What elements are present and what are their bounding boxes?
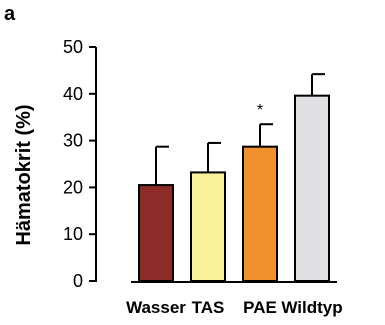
bar [242, 145, 278, 282]
y-tick-label: 20 [63, 177, 83, 197]
y-tick-label: 10 [63, 224, 83, 244]
bar [190, 171, 226, 282]
x-tick-label: TAS [192, 298, 225, 317]
y-tick-label: 50 [63, 37, 83, 57]
x-tick-label: PAE [243, 298, 277, 317]
significance-marker: * [257, 102, 263, 119]
panel-label: a [4, 3, 16, 25]
category-labels: Wasser TAS PAE Wildtyp [126, 298, 343, 317]
bars: * [138, 73, 330, 282]
bar [138, 184, 174, 282]
bar [294, 94, 330, 282]
y-tick-label: 40 [63, 84, 83, 104]
y-tick-label: 0 [73, 271, 83, 291]
axes: 0 10 20 30 40 50 [63, 37, 337, 291]
x-tick-label: Wildtyp [281, 298, 342, 317]
y-tick-label: 30 [63, 131, 83, 151]
y-axis-label: Hämatokrit (%) [13, 104, 35, 245]
x-tick-label: Wasser [126, 298, 186, 317]
